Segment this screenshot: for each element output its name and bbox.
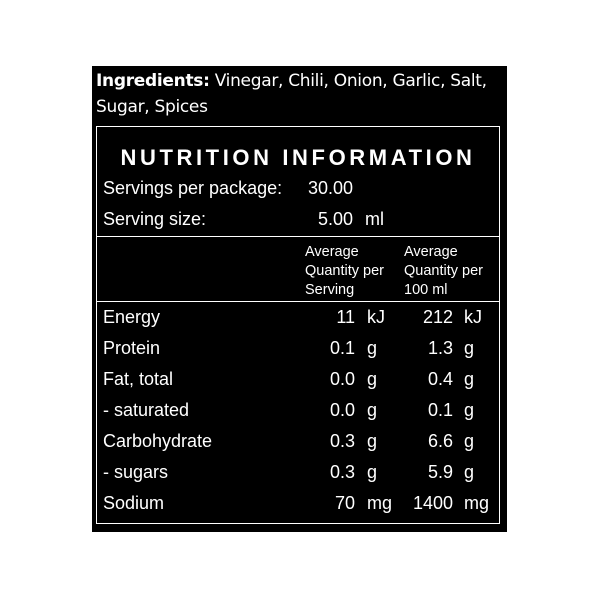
servings-per-package-label: Servings per package: — [103, 178, 283, 198]
nutrition-panel: NUTRITION INFORMATION Servings per packa… — [96, 126, 500, 524]
nutrient-label: Energy — [103, 307, 161, 327]
nutrient-label: Sodium — [103, 493, 165, 513]
per-serving-unit: kJ — [367, 307, 385, 327]
nutrient-row: Sodium 70 mg 1400 mg — [97, 493, 499, 523]
divider-middle — [97, 301, 499, 302]
per-100ml-unit: kJ — [464, 307, 482, 327]
per-100ml-unit: g — [464, 400, 475, 420]
per-serving-value: 0.1 — [329, 338, 355, 358]
ingredients-list: Vinegar, Chili, Onion, Garlic, Salt, Sug… — [96, 71, 487, 117]
serving-size-unit: ml — [365, 209, 384, 229]
serving-size-label: Serving size: — [103, 209, 207, 229]
per-100ml-unit: g — [464, 369, 475, 389]
per-serving-unit: g — [367, 369, 378, 389]
nutrient-row: Energy 11 kJ 212 kJ — [97, 307, 499, 337]
per-100ml-value: 6.6 — [427, 431, 453, 451]
per-serving-value: 0.3 — [329, 431, 355, 451]
nutrient-label: Carbohydrate — [103, 431, 213, 451]
servings-per-package-value: 30.00 — [307, 178, 353, 198]
nutrient-label: Protein — [103, 338, 161, 358]
column-header-per-100ml: Average Quantity per 100 ml — [404, 244, 483, 298]
per-serving-unit: g — [367, 431, 378, 451]
nutrient-row: - saturated 0.0 g 0.1 g — [97, 400, 499, 430]
per-100ml-unit: g — [464, 431, 475, 451]
per-serving-value: 70 — [334, 493, 355, 513]
per-serving-value: 11 — [336, 307, 355, 327]
per-serving-value: 0.0 — [329, 369, 355, 389]
nutrient-row: Protein 0.1 g 1.3 g — [97, 338, 499, 368]
nutrient-row: - sugars 0.3 g 5.9 g — [97, 462, 499, 492]
ingredients-heading: Ingredients: — [96, 71, 210, 91]
per-100ml-value: 5.9 — [427, 462, 453, 482]
nutrient-label: - saturated — [103, 400, 190, 420]
per-100ml-value: 1.3 — [427, 338, 453, 358]
per-100ml-value: 212 — [422, 307, 453, 327]
per-100ml-unit: mg — [464, 493, 490, 513]
per-serving-unit: g — [367, 400, 378, 420]
per-100ml-unit: g — [464, 462, 475, 482]
nutrient-row: Fat, total 0.0 g 0.4 g — [97, 369, 499, 399]
per-serving-unit: g — [367, 462, 378, 482]
ingredients-text: Ingredients: Vinegar, Chili, Onion, Garl… — [96, 68, 501, 120]
nutrient-label: - sugars — [103, 462, 169, 482]
food-label: Ingredients: Vinegar, Chili, Onion, Garl… — [92, 66, 507, 532]
per-100ml-value: 0.1 — [427, 400, 453, 420]
nutrient-row: Carbohydrate 0.3 g 6.6 g — [97, 431, 499, 461]
column-header-per-serving: Average Quantity per Serving — [305, 244, 384, 298]
nutrition-title: NUTRITION INFORMATION — [120, 145, 476, 170]
nutrient-label: Fat, total — [103, 369, 174, 389]
per-serving-unit: g — [367, 338, 378, 358]
per-serving-value: 0.3 — [329, 462, 355, 482]
per-100ml-value: 1400 — [412, 493, 453, 513]
serving-size-value: 5.00 — [317, 209, 353, 229]
per-100ml-unit: g — [464, 338, 475, 358]
per-serving-value: 0.0 — [329, 400, 355, 420]
per-serving-unit: mg — [367, 493, 393, 513]
divider-top — [97, 236, 499, 237]
per-100ml-value: 0.4 — [427, 369, 453, 389]
